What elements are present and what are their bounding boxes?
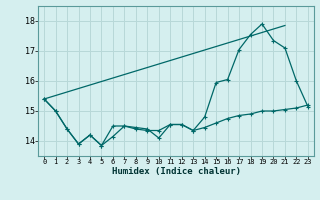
X-axis label: Humidex (Indice chaleur): Humidex (Indice chaleur) [111,167,241,176]
